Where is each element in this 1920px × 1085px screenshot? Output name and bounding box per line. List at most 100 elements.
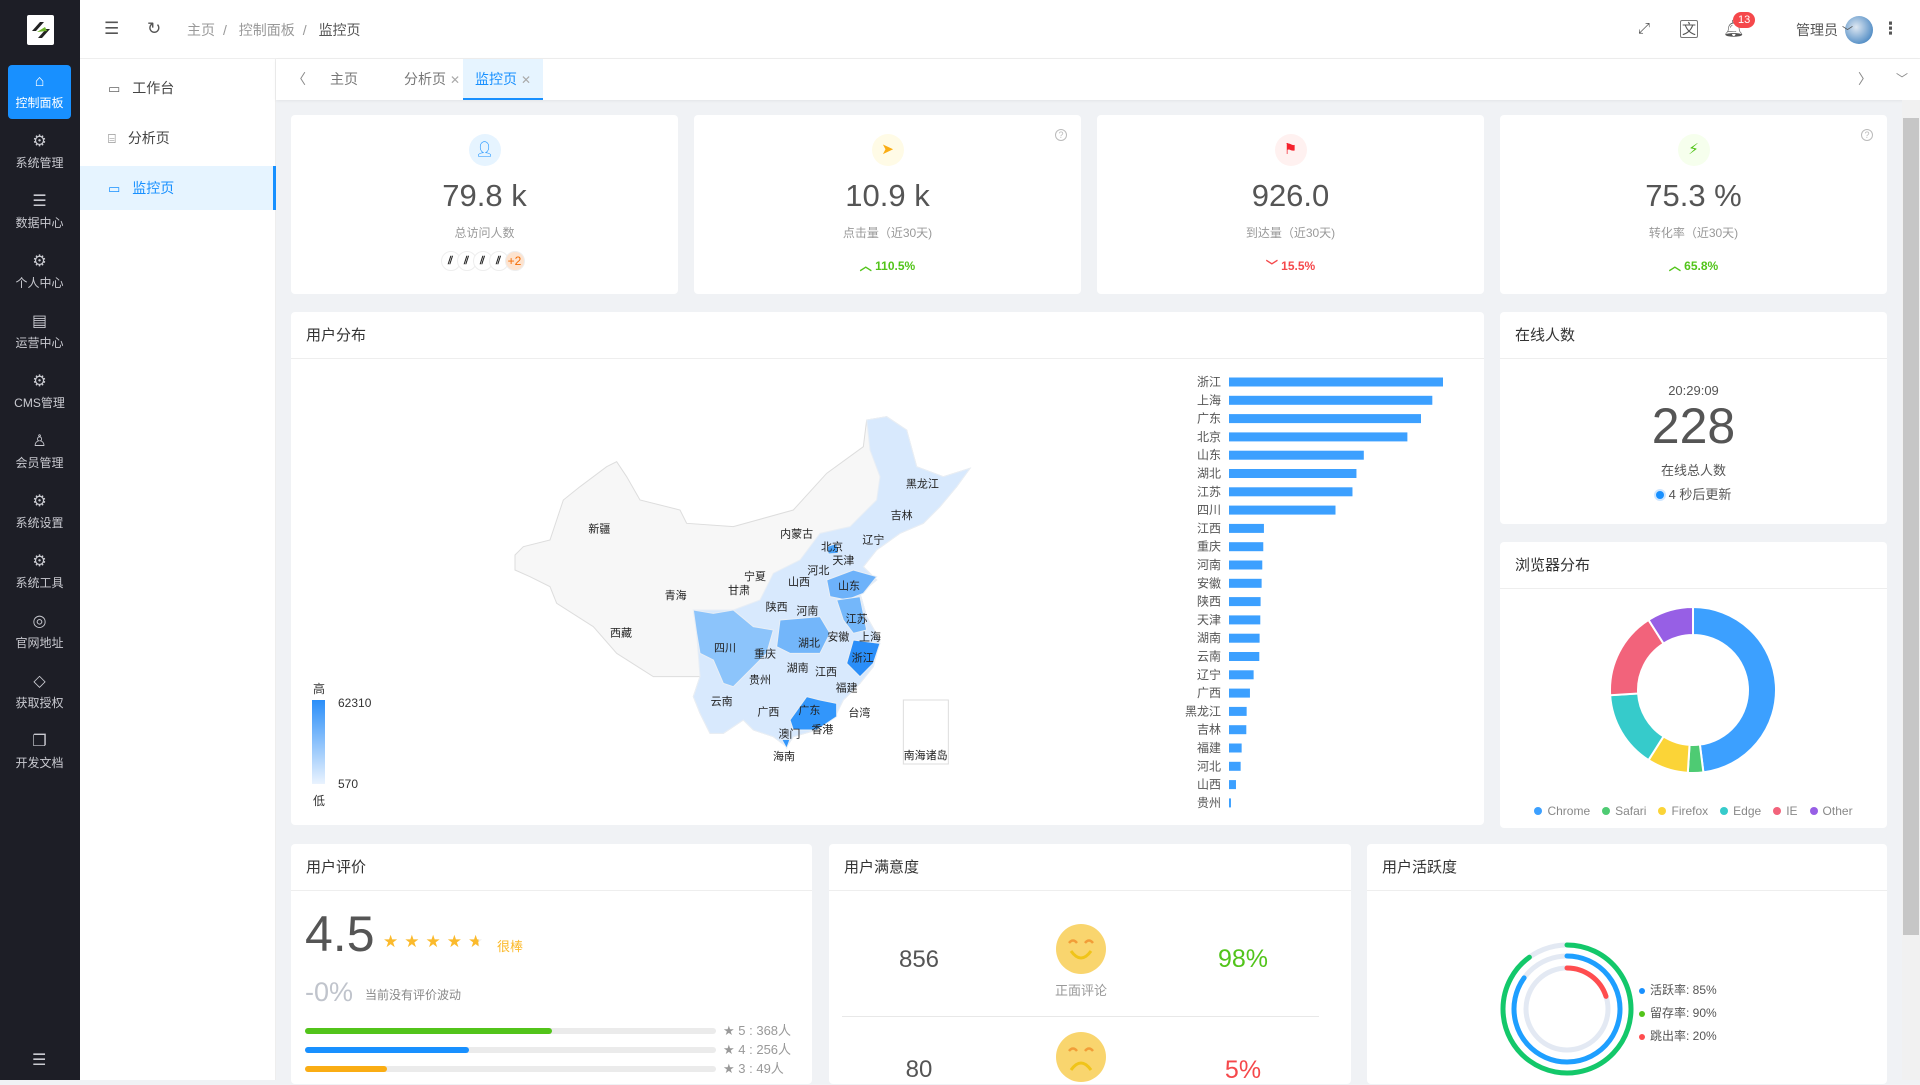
bar-河南[interactable] (1229, 560, 1263, 570)
sidebar-item-9[interactable]: ◎ 官网地址 (8, 605, 71, 659)
donut-slice-other[interactable] (1647, 605, 1694, 645)
legend-label: Other (1822, 804, 1853, 818)
more-avatars-count[interactable]: +2 (504, 251, 525, 271)
close-tab-icon[interactable]: ✕ (521, 73, 532, 87)
sidebar-item-7[interactable]: ⚙ 系统设置 (8, 485, 71, 539)
translate-icon[interactable]: 文 (1680, 20, 1698, 38)
map-province-hainan[interactable] (780, 738, 791, 750)
tabs-scroll-right-icon[interactable]: 〉 (1858, 71, 1872, 87)
logo[interactable] (27, 15, 54, 45)
ring-留存率[interactable] (1500, 942, 1634, 1076)
bar-四川[interactable] (1229, 505, 1336, 515)
activity-legend-item[interactable]: 活跃率: 85% (1639, 979, 1717, 1002)
tab-0[interactable]: 主页 (318, 59, 370, 100)
smile-face-icon (1056, 924, 1106, 974)
scrollbar-thumb[interactable] (1903, 118, 1919, 935)
sidebar-item-10[interactable]: ◇ 获取授权 (8, 665, 71, 719)
bar-福建[interactable] (1229, 743, 1242, 753)
sidebar-item-5[interactable]: ⚙ CMS管理 (8, 365, 71, 419)
refresh-icon[interactable]: ↻ (147, 19, 162, 38)
submenu-item-0[interactable]: ▭ 工作台 (80, 66, 276, 110)
map-province-shandong[interactable] (826, 569, 878, 601)
map-province-hubei[interactable] (776, 616, 831, 654)
bar-湖南[interactable] (1229, 633, 1260, 643)
breadcrumb-dashboard[interactable]: 控制面板 (238, 22, 295, 38)
bar-贵州[interactable] (1229, 798, 1231, 808)
map-province-zhejiang-shanghai[interactable] (846, 639, 881, 678)
user-menu[interactable]: 管理员 ﹀ (1796, 20, 1853, 40)
sidebar-item-label: 个人中心 (15, 276, 64, 290)
sidebar-item-3[interactable]: ⚙ 个人中心 (8, 245, 71, 299)
bar-吉林[interactable] (1229, 725, 1247, 735)
bar-江苏[interactable] (1229, 487, 1353, 497)
ring-跳出率[interactable] (1564, 965, 1609, 999)
legend-item-edge[interactable]: Edge (1720, 804, 1761, 818)
submenu-item-2[interactable]: ▭ 监控页 (80, 166, 276, 210)
stat-value: 75.3 % (1645, 178, 1742, 213)
tabs-menu-chevron-icon[interactable]: ﹀ (1896, 72, 1909, 86)
bar-天津[interactable] (1229, 615, 1261, 625)
tab-1[interactable]: 分析页 ✕ (392, 59, 472, 100)
bar-广东[interactable] (1229, 414, 1421, 424)
fullscreen-icon[interactable]: ⤢ (1638, 20, 1651, 37)
stat-trend: ﹀ 15.5% (1097, 257, 1484, 274)
activity-radial-chart[interactable] (1497, 939, 1637, 1080)
bar-山西[interactable] (1229, 780, 1236, 790)
legend-item-firefox[interactable]: Firefox (1658, 804, 1708, 818)
submenu-item-1[interactable]: ⌸ 分析页 (80, 116, 276, 160)
legend-item-ie[interactable]: IE (1773, 804, 1798, 818)
bar-上海[interactable] (1229, 395, 1433, 405)
sidebar-item-0[interactable]: ⌂ 控制面板 (8, 65, 71, 119)
ring-活跃率[interactable] (1511, 953, 1623, 1065)
map-province-jiangsu[interactable] (836, 596, 868, 634)
card-title: 用户满意度 (829, 844, 1351, 891)
donut-slice-edge[interactable] (1609, 692, 1665, 762)
bar-北京[interactable] (1229, 432, 1408, 442)
map-province-sichuan[interactable] (692, 609, 774, 688)
bar-广西[interactable] (1229, 688, 1250, 698)
browser-donut-chart[interactable] (1593, 590, 1793, 790)
help-icon[interactable]: ? (1861, 129, 1873, 141)
bar-label: 上海 (1197, 392, 1221, 407)
sidebar-item-11[interactable]: ❐ 开发文档 (8, 725, 71, 779)
collapse-menu-icon[interactable]: ☰ (32, 1052, 47, 1069)
stat-label: 到达量（近30天) (1245, 226, 1336, 240)
sidebar-item-1[interactable]: ⚙ 系统管理 (8, 125, 71, 179)
more-icon[interactable]: ⋮ (1882, 19, 1899, 38)
tabs-scroll-left-icon[interactable]: 〈 (292, 71, 306, 87)
bar-辽宁[interactable] (1229, 670, 1254, 680)
bar-label: 江苏 (1197, 485, 1221, 499)
sidebar-item-2[interactable]: ☰ 数据中心 (8, 185, 71, 239)
bar-label: 吉林 (1197, 723, 1221, 737)
legend-item-chrome[interactable]: Chrome (1534, 804, 1590, 818)
legend-item-other[interactable]: Other (1809, 804, 1853, 818)
menu-fold-icon[interactable]: ☰ (104, 19, 120, 38)
tab-2[interactable]: 监控页 ✕ (463, 59, 544, 100)
map-visual-map-gradient[interactable] (312, 700, 325, 784)
bar-山东[interactable] (1229, 450, 1364, 460)
bar-江西[interactable] (1229, 523, 1264, 533)
activity-legend-item[interactable]: 跳出率: 20% (1639, 1025, 1717, 1048)
breadcrumb-home[interactable]: 主页 (187, 22, 215, 38)
negative-count: 80 (905, 1056, 933, 1083)
activity-legend-item[interactable]: 留存率: 90% (1639, 1002, 1717, 1025)
bar-陕西[interactable] (1229, 597, 1261, 607)
sidebar-item-4[interactable]: ▤ 运营中心 (8, 305, 71, 359)
map-province-beijing[interactable] (826, 542, 839, 555)
donut-slice-chrome[interactable] (1692, 605, 1777, 774)
bar-重庆[interactable] (1229, 542, 1264, 552)
bar-湖北[interactable] (1229, 469, 1357, 478)
bar-云南[interactable] (1229, 652, 1260, 661)
sidebar-item-6[interactable]: ♙ 会员管理 (8, 425, 71, 479)
bar-浙江[interactable] (1229, 377, 1443, 387)
bar-安徽[interactable] (1229, 578, 1262, 588)
bar-黑龙江[interactable] (1229, 706, 1247, 716)
close-tab-icon[interactable]: ✕ (450, 73, 461, 87)
legend-item-safari[interactable]: Safari (1602, 804, 1646, 818)
map-province-guangdong[interactable] (789, 696, 838, 731)
sidebar-item-8[interactable]: ⚙ 系统工具 (8, 545, 71, 599)
help-icon[interactable]: ? (1055, 129, 1067, 141)
bar-河北[interactable] (1229, 761, 1241, 771)
avatar[interactable] (1845, 16, 1873, 44)
